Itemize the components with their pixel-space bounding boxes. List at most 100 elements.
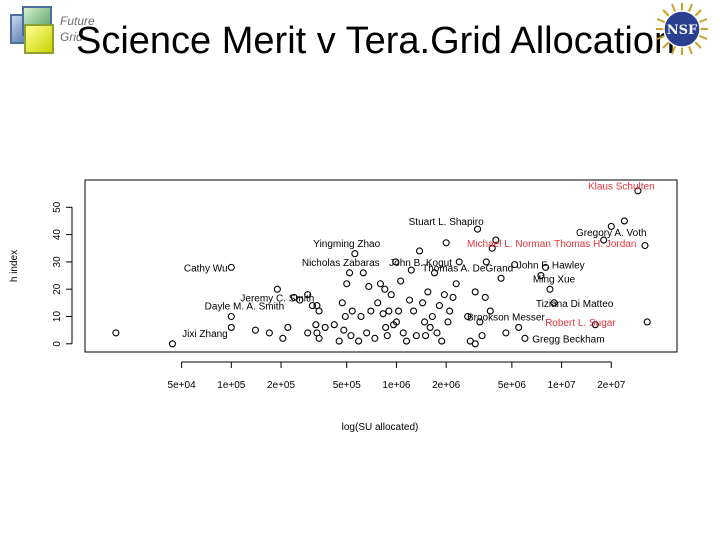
data-point [410, 307, 418, 315]
data-point [415, 247, 424, 255]
data-point [515, 323, 523, 331]
point-label: Brookson Messer [467, 313, 545, 324]
data-point [402, 337, 411, 345]
point-label: Dayle M. A. Smith [205, 302, 284, 313]
data-point [634, 187, 642, 195]
data-point [351, 250, 359, 258]
data-point [428, 312, 436, 321]
data-point [387, 291, 395, 299]
data-points [112, 187, 651, 348]
x-tick-label: 5e+04 [168, 380, 197, 391]
data-point [440, 291, 448, 299]
data-point [482, 258, 490, 266]
x-tick-label: 5e+05 [333, 380, 362, 391]
point-label: Tiziana Di Matteo [536, 299, 614, 310]
nsf-logo: NSF [656, 3, 708, 55]
data-point [476, 318, 484, 326]
x-tick-label: 2e+07 [597, 380, 626, 391]
data-point [481, 293, 489, 301]
data-point [357, 312, 365, 321]
point-label: Thomas H. Jordan [554, 239, 636, 250]
data-point [511, 261, 519, 269]
data-point [385, 307, 393, 315]
data-point [355, 337, 363, 345]
data-point [550, 299, 558, 307]
data-point [227, 323, 235, 331]
x-tick-label: 1e+05 [217, 380, 246, 391]
data-point [497, 274, 505, 282]
data-point [363, 329, 371, 337]
data-point [486, 307, 494, 315]
data-point [340, 326, 348, 334]
data-point [474, 225, 482, 233]
data-point [492, 236, 500, 244]
data-point [382, 323, 390, 331]
data-point [376, 280, 384, 288]
data-point [371, 334, 379, 342]
data-point [312, 321, 320, 329]
data-point [452, 280, 460, 288]
point-label: Gregory A. Voth [576, 228, 647, 239]
point-label: Yingming Zhao [313, 239, 380, 250]
x-tick-label: 2e+06 [432, 380, 461, 391]
data-point [455, 258, 463, 266]
point-labels: Klaus Schulten Stuart L. Shapiro Gregory A… [182, 181, 654, 345]
data-point [296, 296, 304, 304]
data-point [395, 307, 403, 315]
point-label: John F. Hawley [517, 261, 585, 272]
data-point [315, 334, 323, 342]
point-label: Ming Xue [533, 274, 576, 285]
x-tick-label: 5e+06 [498, 380, 527, 391]
data-point [607, 222, 615, 230]
data-point [347, 332, 355, 340]
data-point [343, 280, 351, 288]
data-point [502, 329, 510, 337]
data-point [419, 299, 427, 307]
data-point [430, 269, 439, 277]
point-label: Robert L. Sugar [545, 318, 616, 329]
point-label: Cathy Wu [184, 263, 228, 274]
data-point [435, 302, 443, 310]
data-point [335, 337, 343, 345]
y-axis: 0 10 20 30 40 50 [52, 201, 73, 347]
nsf-logo-text: NSF [667, 23, 698, 38]
data-point [464, 312, 472, 321]
data-point [488, 244, 496, 252]
data-point [330, 321, 338, 329]
plot-frame [84, 179, 678, 353]
data-point [381, 285, 389, 293]
data-point [433, 329, 441, 337]
point-label: John B. Kogut [389, 258, 452, 269]
data-point [279, 334, 287, 342]
data-point [348, 307, 356, 315]
data-point [112, 329, 120, 337]
point-label: Nicholas Zabaras [302, 258, 380, 269]
data-point [304, 329, 312, 337]
data-point [421, 318, 429, 326]
data-point [168, 340, 176, 348]
data-point [392, 258, 400, 266]
data-point [444, 318, 452, 326]
y-tick-label: 10 [52, 311, 63, 323]
point-label: Thomas A. DeGrand [422, 263, 513, 274]
y-tick-label: 40 [52, 229, 63, 241]
data-point [284, 323, 292, 331]
data-point [383, 332, 391, 340]
point-label: Gregg Beckham [532, 334, 604, 345]
data-point [405, 296, 414, 304]
data-point [251, 326, 259, 334]
data-point [600, 236, 608, 244]
data-point [546, 285, 554, 293]
data-point [426, 323, 434, 331]
data-point [424, 288, 432, 296]
y-tick-label: 20 [52, 283, 63, 295]
y-tick-label: 50 [52, 201, 63, 213]
data-point [412, 332, 420, 340]
data-point [227, 312, 235, 321]
data-point [379, 310, 387, 318]
data-point [290, 293, 298, 301]
data-point [449, 293, 457, 301]
futuregrid-logo [8, 4, 68, 56]
logo-text-line1: Future [60, 14, 95, 28]
